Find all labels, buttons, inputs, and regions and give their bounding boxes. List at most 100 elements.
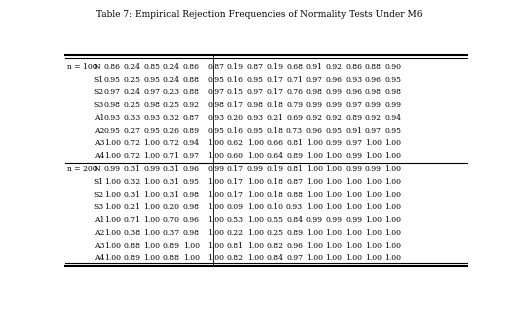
Text: 1.00: 1.00 <box>385 190 402 198</box>
Text: 0.95: 0.95 <box>183 178 200 186</box>
Text: 1.00: 1.00 <box>325 241 343 249</box>
Text: 0.87: 0.87 <box>247 63 264 71</box>
Text: 0.99: 0.99 <box>207 165 224 173</box>
Text: 0.88: 0.88 <box>124 241 141 249</box>
Text: 0.99: 0.99 <box>345 165 362 173</box>
Text: 1.00: 1.00 <box>325 152 343 160</box>
Text: 1.00: 1.00 <box>207 203 224 211</box>
Text: 0.91: 0.91 <box>345 127 362 135</box>
Text: 0.88: 0.88 <box>183 88 200 96</box>
Text: 0.99: 0.99 <box>325 139 343 147</box>
Text: 0.18: 0.18 <box>266 127 283 135</box>
Text: 1.00: 1.00 <box>306 139 323 147</box>
Text: 0.31: 0.31 <box>124 190 141 198</box>
Text: 1.00: 1.00 <box>306 152 323 160</box>
Text: 0.31: 0.31 <box>163 178 180 186</box>
Text: A1: A1 <box>94 114 104 122</box>
Text: 1.00: 1.00 <box>247 229 264 237</box>
Text: 1.00: 1.00 <box>247 178 264 186</box>
Text: 1.00: 1.00 <box>345 203 362 211</box>
Text: 1.00: 1.00 <box>306 178 323 186</box>
Text: 0.24: 0.24 <box>163 76 180 84</box>
Text: 0.17: 0.17 <box>227 101 244 109</box>
Text: 0.98: 0.98 <box>104 101 121 109</box>
Text: 0.72: 0.72 <box>124 139 141 147</box>
Text: 0.88: 0.88 <box>183 76 200 84</box>
Text: 0.26: 0.26 <box>163 127 180 135</box>
Text: 0.99: 0.99 <box>306 101 323 109</box>
Text: 0.99: 0.99 <box>385 101 402 109</box>
Text: 0.95: 0.95 <box>143 76 160 84</box>
Text: 0.33: 0.33 <box>124 114 141 122</box>
Text: 1.00: 1.00 <box>143 152 160 160</box>
Text: 0.17: 0.17 <box>227 165 244 173</box>
Text: 0.32: 0.32 <box>163 114 180 122</box>
Text: 0.97: 0.97 <box>143 88 160 96</box>
Text: 1.00: 1.00 <box>325 178 343 186</box>
Text: 0.98: 0.98 <box>207 101 224 109</box>
Text: 0.70: 0.70 <box>163 216 180 224</box>
Text: 1.00: 1.00 <box>306 190 323 198</box>
Text: 0.95: 0.95 <box>247 76 264 84</box>
Text: 0.99: 0.99 <box>365 165 382 173</box>
Text: S1: S1 <box>94 76 104 84</box>
Text: 0.93: 0.93 <box>143 114 160 122</box>
Text: S1: S1 <box>94 178 104 186</box>
Text: 0.88: 0.88 <box>365 63 382 71</box>
Text: 1.00: 1.00 <box>183 254 200 262</box>
Text: 0.89: 0.89 <box>286 229 303 237</box>
Text: 0.97: 0.97 <box>306 76 323 84</box>
Text: 0.92: 0.92 <box>325 63 343 71</box>
Text: 1.00: 1.00 <box>306 229 323 237</box>
Text: 0.95: 0.95 <box>104 127 121 135</box>
Text: 1.00: 1.00 <box>385 254 402 262</box>
Text: 1.00: 1.00 <box>345 254 362 262</box>
Text: 0.88: 0.88 <box>163 254 180 262</box>
Text: 0.98: 0.98 <box>365 88 382 96</box>
Text: 0.99: 0.99 <box>247 165 264 173</box>
Text: 0.98: 0.98 <box>143 101 160 109</box>
Text: 0.99: 0.99 <box>306 216 323 224</box>
Text: 0.86: 0.86 <box>183 63 200 71</box>
Text: 0.98: 0.98 <box>306 88 323 96</box>
Text: 0.93: 0.93 <box>207 114 224 122</box>
Text: 1.00: 1.00 <box>306 241 323 249</box>
Text: 0.98: 0.98 <box>183 190 200 198</box>
Text: 0.87: 0.87 <box>286 178 303 186</box>
Text: 0.25: 0.25 <box>124 76 141 84</box>
Text: 0.53: 0.53 <box>227 216 244 224</box>
Text: 0.16: 0.16 <box>227 76 244 84</box>
Text: 1.00: 1.00 <box>385 165 402 173</box>
Text: A3: A3 <box>94 139 104 147</box>
Text: S2: S2 <box>94 88 104 96</box>
Text: 0.97: 0.97 <box>365 127 382 135</box>
Text: Table 7: Empirical Rejection Frequencies of Normality Tests Under M6: Table 7: Empirical Rejection Frequencies… <box>96 10 423 19</box>
Text: 0.86: 0.86 <box>104 63 121 71</box>
Text: 0.81: 0.81 <box>286 165 303 173</box>
Text: 0.68: 0.68 <box>286 63 303 71</box>
Text: 0.84: 0.84 <box>286 216 303 224</box>
Text: 0.72: 0.72 <box>124 152 141 160</box>
Text: 0.21: 0.21 <box>124 203 141 211</box>
Text: 1.00: 1.00 <box>365 254 382 262</box>
Text: 0.73: 0.73 <box>286 127 303 135</box>
Text: 0.25: 0.25 <box>124 101 141 109</box>
Text: 1.00: 1.00 <box>365 241 382 249</box>
Text: 0.94: 0.94 <box>385 114 402 122</box>
Text: 0.18: 0.18 <box>266 190 283 198</box>
Text: 1.00: 1.00 <box>143 241 160 249</box>
Text: 1.00: 1.00 <box>143 229 160 237</box>
Text: 1.00: 1.00 <box>385 139 402 147</box>
Text: 1.00: 1.00 <box>104 139 121 147</box>
Text: n = 100: n = 100 <box>67 63 98 71</box>
Text: 1.00: 1.00 <box>325 229 343 237</box>
Text: 0.81: 0.81 <box>286 139 303 147</box>
Text: A2: A2 <box>94 127 104 135</box>
Text: 0.27: 0.27 <box>124 127 141 135</box>
Text: 0.93: 0.93 <box>286 203 303 211</box>
Text: 1.00: 1.00 <box>143 190 160 198</box>
Text: 0.97: 0.97 <box>207 88 224 96</box>
Text: 1.00: 1.00 <box>207 152 224 160</box>
Text: 0.93: 0.93 <box>104 114 121 122</box>
Text: 0.32: 0.32 <box>124 178 141 186</box>
